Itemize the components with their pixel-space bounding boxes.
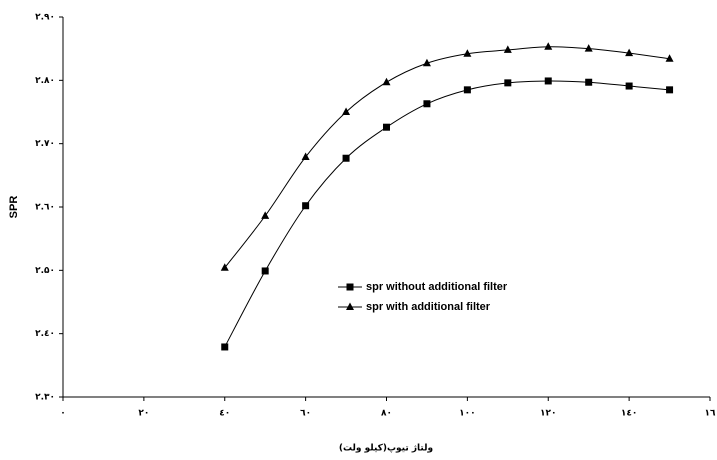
y-tick-label: ۲.٦۰ (35, 203, 55, 213)
marker (666, 86, 674, 94)
marker (261, 211, 270, 219)
marker (301, 152, 310, 160)
marker (342, 107, 351, 115)
x-axis-label: ولتاژ تیوپ(کیلو ولت) (339, 444, 433, 454)
x-tick-label: ٦۰ (300, 409, 311, 419)
y-tick-label: ۲.۵۰ (35, 266, 55, 276)
marker (383, 123, 390, 131)
marker (220, 263, 229, 271)
series-line (224, 46, 670, 269)
marker (261, 267, 269, 275)
marker (463, 86, 471, 94)
y-tick-label: ۲.۳۰ (35, 393, 55, 403)
y-tick-label: ۲.۹۰ (35, 13, 55, 23)
marker (625, 82, 633, 90)
x-tick-label: ۸۰ (381, 409, 392, 419)
marker (422, 58, 431, 67)
legend-label: spr without additional filter (366, 281, 508, 293)
x-tick-label: ٤۰ (219, 409, 230, 419)
marker (302, 202, 310, 210)
legend-marker (346, 283, 354, 291)
marker (625, 48, 634, 57)
marker (423, 100, 431, 108)
marker (503, 45, 512, 53)
x-tick-label: ۱٦ (705, 409, 716, 419)
marker (544, 77, 552, 85)
legend-marker (346, 302, 354, 310)
x-tick-label: ۰ (60, 409, 66, 419)
legend-label: spr with additional filter (366, 301, 491, 313)
marker (585, 78, 593, 86)
y-tick-label: ۲.۷۰ (35, 139, 55, 149)
x-tick-label: ۱٤۰ (621, 409, 637, 419)
y-axis-label: SPR (8, 196, 20, 219)
marker (221, 343, 229, 351)
y-tick-label: ۲.٤۰ (35, 329, 55, 339)
y-tick-label: ۲.۸۰ (35, 76, 55, 86)
x-tick-label: ۱۲۰ (540, 409, 556, 419)
x-tick-label: ۱۰۰ (459, 409, 475, 419)
marker (544, 42, 553, 50)
marker (665, 54, 674, 62)
marker (382, 77, 391, 86)
x-tick-label: ۲۰ (138, 409, 149, 419)
marker (342, 154, 350, 162)
marker (584, 44, 593, 52)
marker (504, 79, 512, 87)
marker (463, 49, 472, 57)
